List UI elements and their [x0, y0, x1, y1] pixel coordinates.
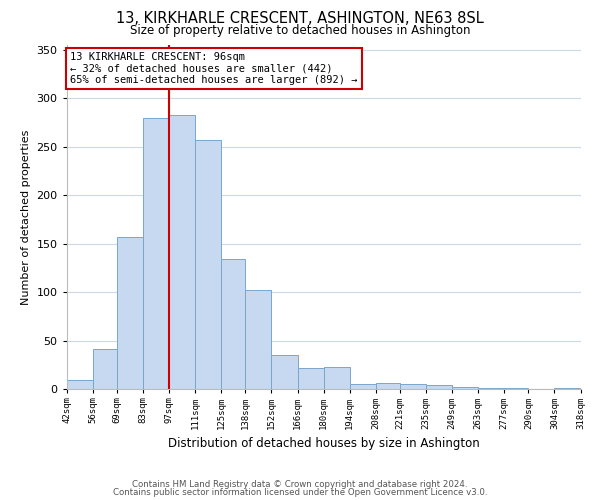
- Bar: [478, 388, 504, 390]
- Text: Contains public sector information licensed under the Open Government Licence v3: Contains public sector information licen…: [113, 488, 487, 497]
- Y-axis label: Number of detached properties: Number of detached properties: [21, 130, 31, 305]
- Bar: [504, 388, 529, 390]
- Bar: [323, 367, 350, 390]
- Text: 13 KIRKHARLE CRESCENT: 96sqm
← 32% of detached houses are smaller (442)
65% of s: 13 KIRKHARLE CRESCENT: 96sqm ← 32% of de…: [70, 52, 358, 85]
- Bar: [298, 368, 323, 390]
- Bar: [426, 384, 452, 390]
- Bar: [529, 388, 554, 390]
- Bar: [195, 140, 221, 390]
- Bar: [117, 237, 143, 390]
- Bar: [93, 348, 117, 390]
- Bar: [67, 380, 93, 390]
- Bar: [350, 384, 376, 390]
- Bar: [271, 354, 298, 390]
- Text: Size of property relative to detached houses in Ashington: Size of property relative to detached ho…: [130, 24, 470, 37]
- Bar: [554, 388, 580, 390]
- Bar: [221, 260, 245, 390]
- Bar: [452, 386, 478, 390]
- Text: 13, KIRKHARLE CRESCENT, ASHINGTON, NE63 8SL: 13, KIRKHARLE CRESCENT, ASHINGTON, NE63 …: [116, 11, 484, 26]
- Bar: [245, 290, 271, 390]
- Bar: [169, 115, 195, 390]
- Bar: [143, 118, 169, 390]
- Bar: [400, 384, 426, 390]
- Text: Contains HM Land Registry data © Crown copyright and database right 2024.: Contains HM Land Registry data © Crown c…: [132, 480, 468, 489]
- Bar: [376, 382, 400, 390]
- X-axis label: Distribution of detached houses by size in Ashington: Distribution of detached houses by size …: [168, 437, 479, 450]
